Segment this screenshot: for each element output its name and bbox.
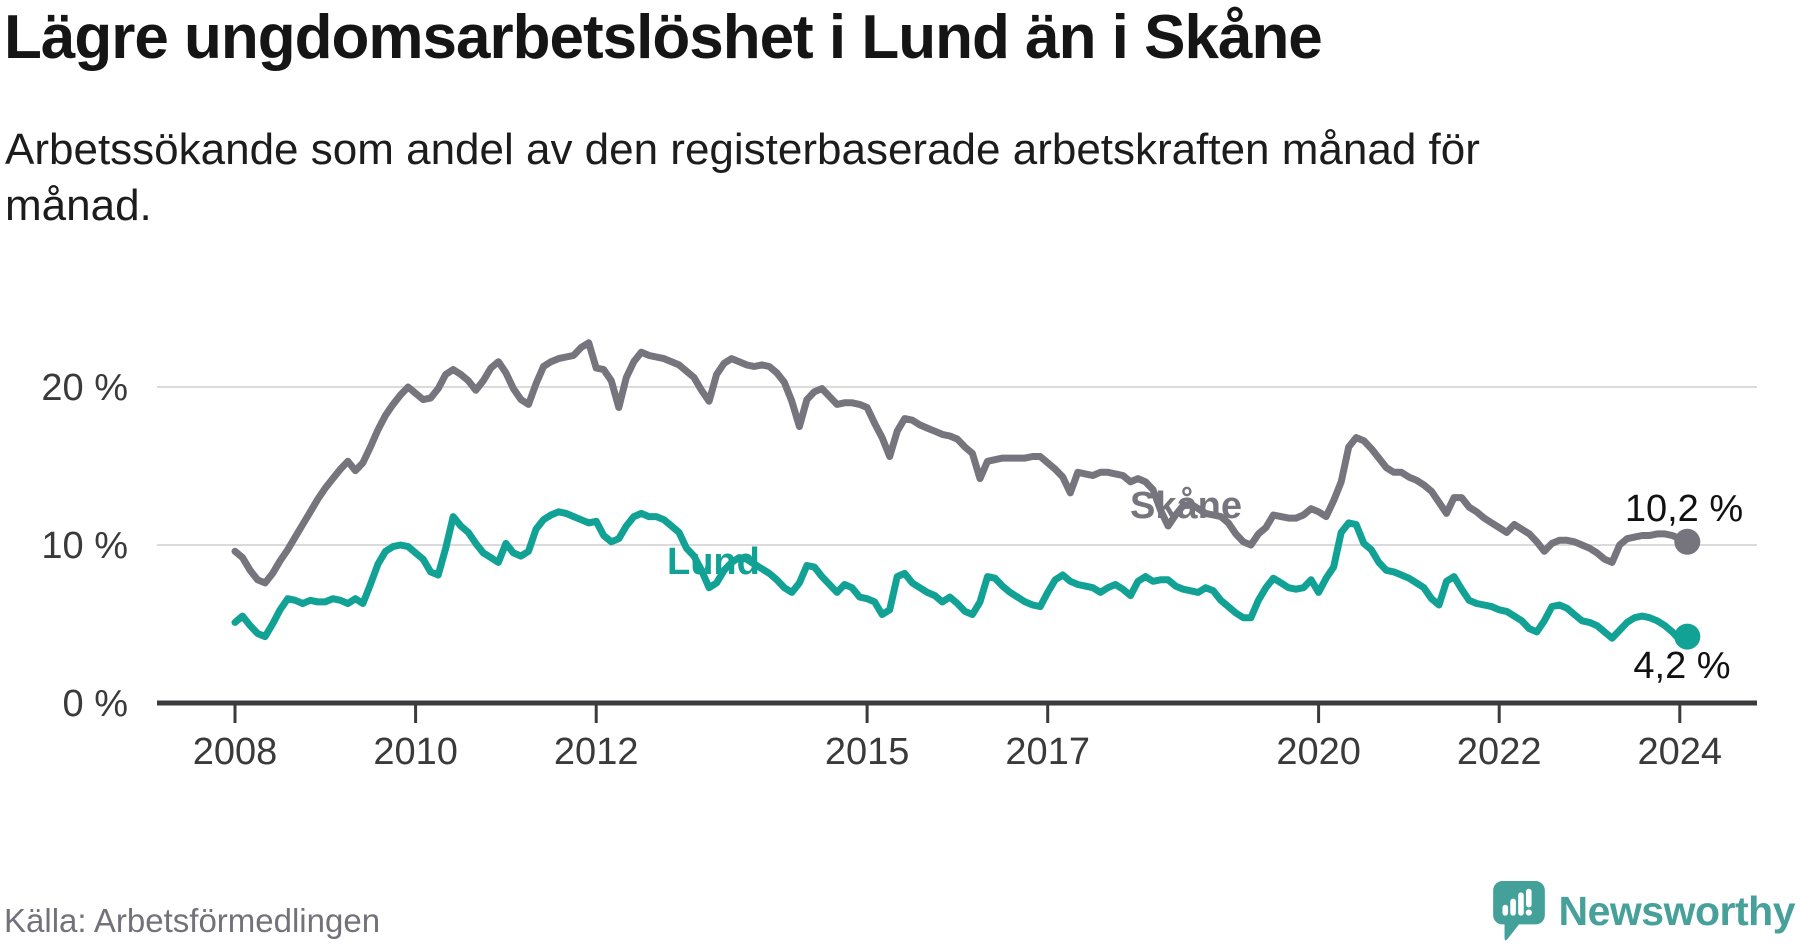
x-tick-label: 2024 xyxy=(1638,731,1723,773)
logo-exclamation-bar xyxy=(1525,888,1532,908)
lund-line xyxy=(231,508,1691,644)
x-tick-label: 2008 xyxy=(193,731,278,773)
logo-bar-1 xyxy=(1501,904,1508,916)
source-note: Källa: Arbetsförmedlingen xyxy=(4,902,381,939)
x-tick-label: 2017 xyxy=(1005,731,1090,773)
logo-bar-3 xyxy=(1517,892,1524,916)
gridlines-layer xyxy=(157,386,1757,546)
newsworthy-wordmark: Newsworthy xyxy=(1558,887,1796,934)
y-tick-label: 10 % xyxy=(41,525,128,567)
x-tick-label: 2012 xyxy=(554,731,639,773)
lund-end-dot xyxy=(1674,623,1701,650)
lund-end-value-label: 4,2 % xyxy=(1633,645,1730,687)
logo-exclamation-dot xyxy=(1525,909,1532,916)
skane-series-label: Skåne xyxy=(1130,485,1242,527)
x-tick-label: 2010 xyxy=(373,731,458,773)
newsworthy-logo: Newsworthy xyxy=(1492,880,1796,942)
series-layer xyxy=(231,339,1691,644)
y-tick-label: 0 % xyxy=(63,683,128,725)
skne-end-dot xyxy=(1674,528,1701,555)
x-tick-label: 2015 xyxy=(825,731,910,773)
end-dots-layer xyxy=(1674,528,1701,650)
newsworthy-logo-icon xyxy=(1492,881,1545,941)
logo-bar-2 xyxy=(1509,898,1516,916)
chart-subtitle: Arbetssökande som andel av den registerb… xyxy=(5,125,1480,231)
page-title: Lägre ungdomsarbetslöshet i Lund än i Sk… xyxy=(4,3,1323,72)
lund-series-label: Lund xyxy=(667,541,760,583)
y-tick-label: 20 % xyxy=(41,367,128,409)
skne-line xyxy=(231,339,1691,587)
axis-layer: 0 % 10 % 20 % 2008 2010 2012 2015 2017 2020 2022 2… xyxy=(41,367,1757,773)
skane-end-value-label: 10,2 % xyxy=(1625,488,1743,530)
x-tick-label: 2020 xyxy=(1276,731,1361,773)
x-tick-label: 2022 xyxy=(1457,731,1542,773)
